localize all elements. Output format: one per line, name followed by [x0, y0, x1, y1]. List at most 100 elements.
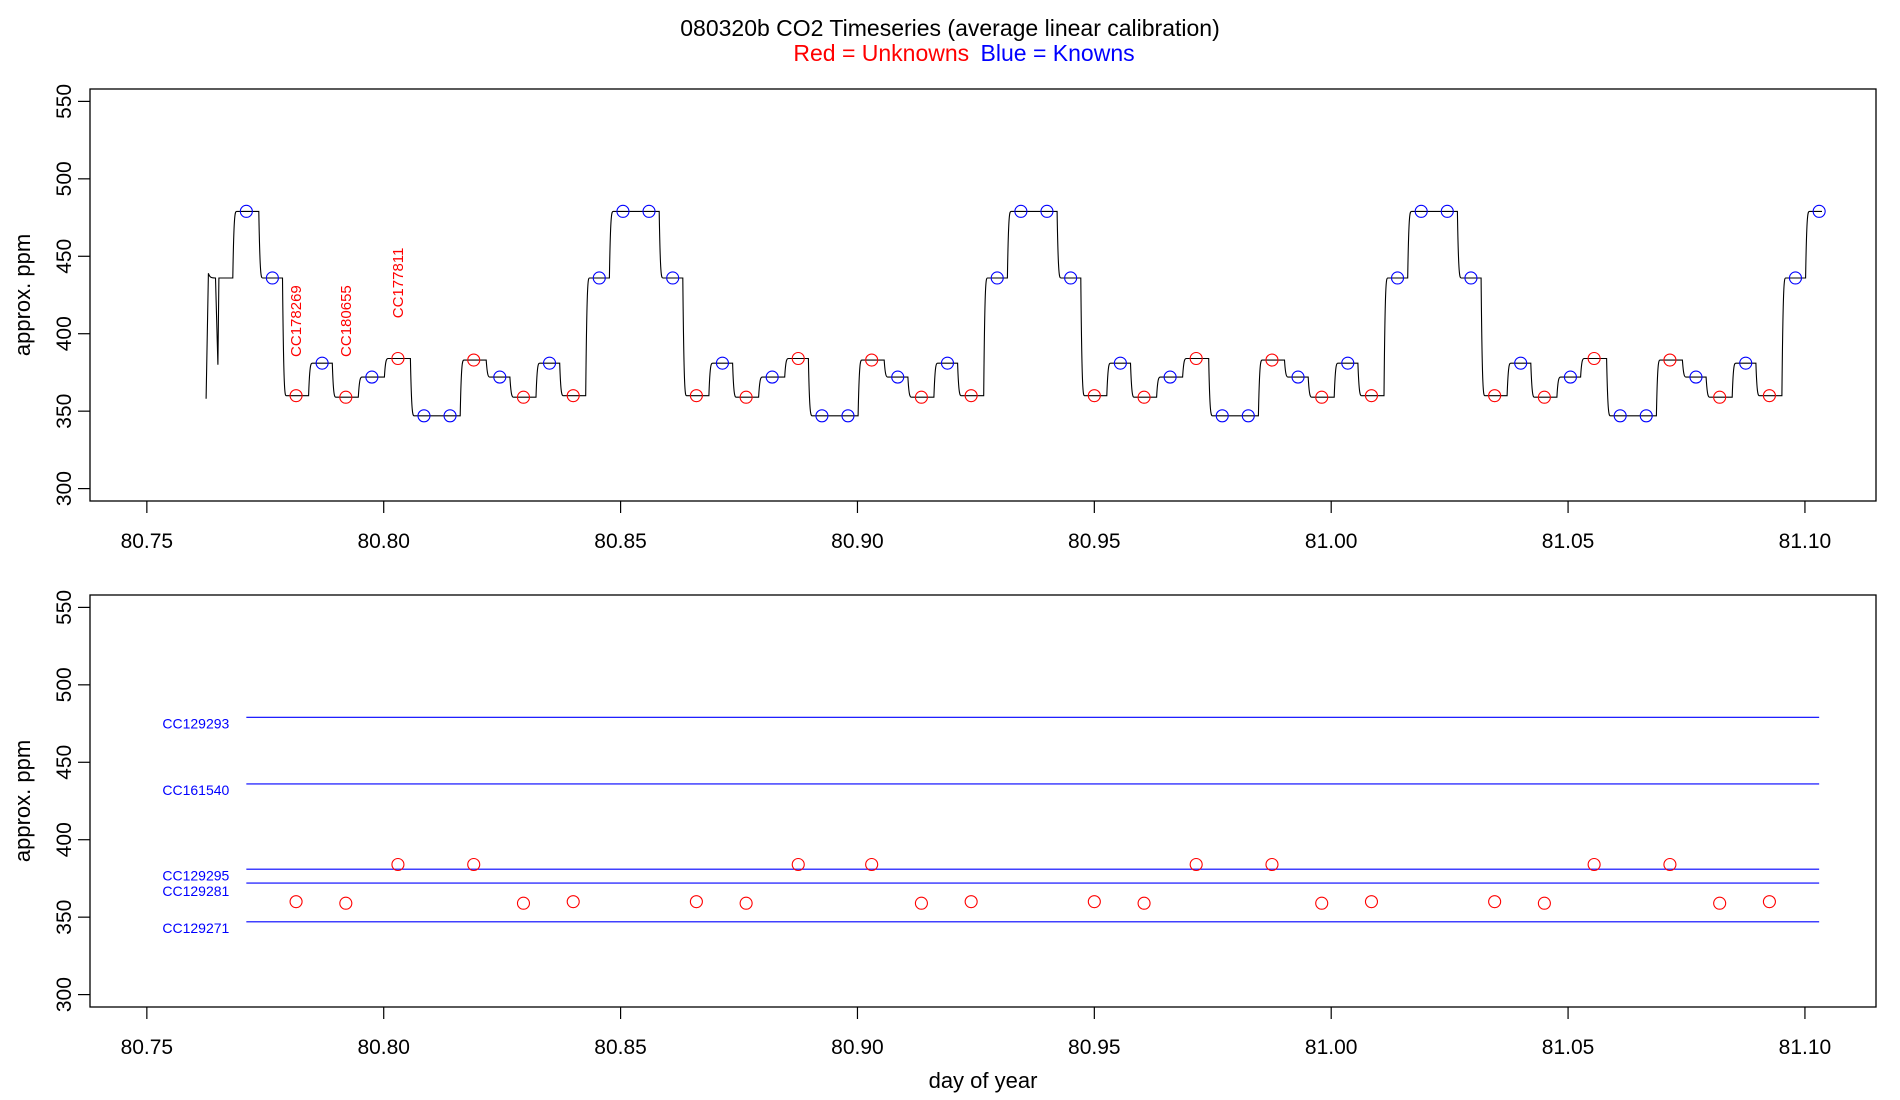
- top-sample-point: [339, 390, 353, 404]
- top-sample-point: [1537, 390, 1551, 404]
- top-x-tick-label: 80.85: [594, 530, 647, 553]
- top-standard-point: [642, 204, 656, 218]
- bottom-sample-point: [1189, 857, 1203, 872]
- top-sample-point: [1189, 351, 1203, 366]
- top-standard-point: [891, 370, 905, 384]
- top-standard-point: [1215, 409, 1229, 423]
- top-x-tick-label: 80.80: [357, 530, 410, 553]
- top-sample-point: [391, 351, 405, 366]
- bottom-standard-label: CC129295: [162, 867, 229, 883]
- top-x-tick-label: 80.75: [121, 530, 174, 553]
- bottom-standard-label: CC129271: [162, 920, 229, 936]
- top-standard-point: [265, 271, 279, 285]
- subtitle-unknowns: Red = Unknowns: [793, 40, 969, 66]
- bottom-sample-point: [1713, 896, 1727, 910]
- bottom-sample-point: [566, 895, 580, 909]
- top-standard-point: [493, 370, 507, 384]
- bottom-sample-point: [1488, 895, 1502, 909]
- top-y-tick-label: 400: [53, 316, 76, 351]
- bottom-x-tick-label: 81.00: [1305, 1036, 1358, 1059]
- top-x-tick-label: 80.90: [831, 530, 884, 553]
- top-standard-point: [1613, 409, 1627, 423]
- top-standard-point: [1014, 204, 1028, 218]
- top-standard-point: [815, 409, 829, 423]
- top-standard-point: [1241, 409, 1255, 423]
- bottom-sample-point: [1265, 857, 1279, 872]
- top-sample-point: [1265, 353, 1279, 367]
- bottom-x-tick-label: 80.95: [1068, 1036, 1121, 1059]
- bottom-sample-point: [1315, 896, 1329, 910]
- bottom-sample-point: [1762, 895, 1776, 909]
- top-sample-annotation: CC180655: [338, 285, 355, 357]
- top-standard-point: [990, 271, 1004, 285]
- bottom-y-tick-label: 450: [53, 745, 76, 780]
- bottom-sample-point: [1537, 896, 1551, 910]
- bottom-y-tick-label: 400: [53, 822, 76, 857]
- bottom-standard-label: CC161540: [162, 782, 229, 798]
- bottom-sample-point: [1137, 896, 1151, 910]
- bottom-y-tick-label: 550: [53, 590, 76, 625]
- top-standard-point: [940, 356, 955, 370]
- bottom-standard-label: CC129293: [162, 716, 229, 732]
- top-y-tick-label: 550: [53, 84, 76, 119]
- bottom-standard-label: CC129281: [162, 883, 229, 899]
- top-sample-point: [1137, 390, 1151, 404]
- bottom-sample-point: [516, 896, 531, 910]
- top-standard-point: [365, 370, 379, 384]
- top-standard-point: [1291, 370, 1305, 384]
- bottom-x-tick-label: 80.90: [831, 1036, 884, 1059]
- top-sample-point: [739, 390, 753, 404]
- top-standard-point: [715, 356, 729, 370]
- top-standard-point: [1689, 370, 1703, 384]
- top-sample-annotation: CC177811: [390, 248, 407, 319]
- top-sample-point: [289, 389, 303, 403]
- top-plot-frame: [89, 88, 1877, 502]
- top-standard-point: [417, 409, 431, 423]
- top-y-axis-label: approx. ppm: [10, 234, 35, 356]
- top-sample-point: [467, 353, 481, 367]
- top-standard-point: [1414, 204, 1428, 218]
- bottom-sample-point: [1364, 895, 1379, 909]
- top-standard-point: [841, 409, 855, 423]
- bottom-y-axis-label: approx. ppm: [10, 740, 35, 862]
- top-x-tick-label: 81.05: [1542, 530, 1595, 553]
- top-standard-point: [592, 271, 606, 285]
- top-sample-point: [791, 351, 805, 366]
- top-standard-point: [1739, 356, 1753, 370]
- top-standard-point: [1563, 370, 1577, 384]
- top-standard-point: [1040, 204, 1054, 218]
- top-sample-point: [516, 390, 531, 404]
- top-analyzer-trace: [205, 210, 1822, 417]
- bottom-x-tick-label: 80.85: [594, 1036, 647, 1059]
- bottom-sample-point: [689, 895, 703, 909]
- bottom-sample-point: [289, 895, 303, 909]
- top-sample-point: [914, 390, 928, 404]
- top-standard-point: [1514, 356, 1528, 370]
- top-y-tick-label: 500: [53, 161, 76, 196]
- top-standard-point: [315, 356, 329, 370]
- top-standard-point: [542, 356, 557, 370]
- top-sample-point: [1087, 389, 1101, 403]
- bottom-x-tick-label: 80.80: [357, 1036, 410, 1059]
- bottom-sample-point: [1587, 857, 1601, 872]
- top-sample-point: [566, 389, 580, 403]
- top-sample-point: [689, 389, 703, 403]
- top-standard-point: [765, 370, 779, 384]
- bottom-sample-point: [914, 896, 928, 910]
- top-standard-point: [616, 204, 630, 218]
- top-x-tick-label: 81.10: [1779, 530, 1832, 553]
- top-y-tick-label: 350: [53, 394, 76, 429]
- top-standard-point: [1788, 271, 1803, 285]
- bottom-sample-point: [791, 857, 805, 872]
- top-sample-point: [964, 389, 978, 403]
- top-standard-point: [443, 409, 457, 423]
- bottom-sample-point: [1087, 895, 1101, 909]
- bottom-sample-point: [339, 896, 353, 910]
- top-sample-annotation: CC178269: [288, 285, 305, 357]
- top-sample-point: [1762, 389, 1776, 403]
- bottom-sample-point: [739, 896, 753, 910]
- top-standard-point: [1341, 356, 1355, 370]
- top-sample-point: [1488, 389, 1502, 403]
